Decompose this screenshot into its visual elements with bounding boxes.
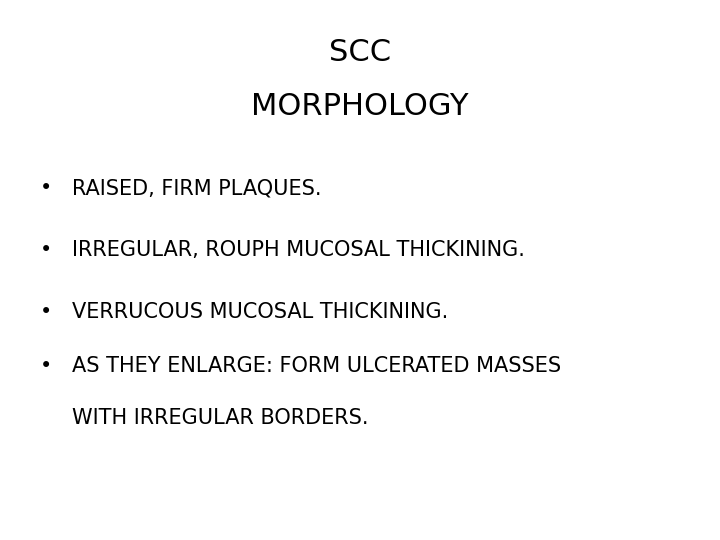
Text: RAISED, FIRM PLAQUES.: RAISED, FIRM PLAQUES. — [72, 178, 322, 198]
Text: WITH IRREGULAR BORDERS.: WITH IRREGULAR BORDERS. — [72, 408, 369, 428]
Text: VERRUCOUS MUCOSAL THICKINING.: VERRUCOUS MUCOSAL THICKINING. — [72, 302, 449, 322]
Text: IRREGULAR, ROUPH MUCOSAL THICKINING.: IRREGULAR, ROUPH MUCOSAL THICKINING. — [72, 240, 525, 260]
Text: •: • — [40, 240, 52, 260]
Text: SCC: SCC — [329, 38, 391, 67]
Text: AS THEY ENLARGE: FORM ULCERATED MASSES: AS THEY ENLARGE: FORM ULCERATED MASSES — [72, 356, 561, 376]
Text: MORPHOLOGY: MORPHOLOGY — [251, 92, 469, 121]
Text: •: • — [40, 178, 52, 198]
Text: •: • — [40, 302, 52, 322]
Text: •: • — [40, 356, 52, 376]
